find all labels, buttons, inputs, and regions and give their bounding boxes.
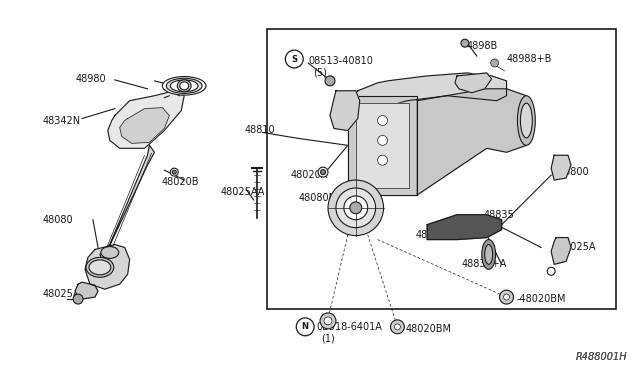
Text: 48020BM: 48020BM: [405, 324, 451, 334]
Polygon shape: [108, 91, 184, 148]
Polygon shape: [346, 73, 506, 119]
Polygon shape: [455, 73, 492, 93]
Circle shape: [500, 290, 513, 304]
Circle shape: [504, 294, 509, 300]
Polygon shape: [427, 215, 502, 240]
Text: 48934: 48934: [415, 230, 446, 240]
Text: R488001H: R488001H: [576, 352, 628, 362]
Text: 48980: 48980: [75, 74, 106, 84]
Text: 48020A: 48020A: [291, 170, 328, 180]
Text: 48342N: 48342N: [42, 116, 81, 125]
Circle shape: [318, 167, 328, 177]
Ellipse shape: [163, 77, 206, 95]
Circle shape: [172, 170, 176, 174]
Text: (5): (5): [313, 68, 327, 78]
Ellipse shape: [484, 244, 493, 264]
Ellipse shape: [89, 260, 111, 275]
Ellipse shape: [101, 247, 119, 259]
Text: 48020B: 48020B: [161, 177, 199, 187]
Circle shape: [390, 320, 404, 334]
Ellipse shape: [170, 80, 198, 92]
Polygon shape: [85, 244, 130, 289]
Polygon shape: [75, 282, 98, 299]
Text: 48988+B: 48988+B: [506, 54, 552, 64]
Ellipse shape: [482, 240, 495, 269]
Circle shape: [547, 267, 555, 275]
Text: 48835+A: 48835+A: [462, 259, 508, 269]
Circle shape: [296, 318, 314, 336]
Text: 08513-40810: 08513-40810: [308, 56, 373, 66]
Circle shape: [328, 180, 383, 235]
Circle shape: [285, 50, 303, 68]
Circle shape: [461, 39, 469, 47]
Circle shape: [491, 59, 499, 67]
Polygon shape: [551, 155, 571, 180]
Text: 48025AA: 48025AA: [221, 187, 265, 197]
Polygon shape: [417, 89, 526, 195]
Text: 48835: 48835: [484, 210, 515, 220]
Bar: [266, 29, 616, 309]
Circle shape: [320, 313, 336, 329]
Text: 48025A: 48025A: [42, 289, 80, 299]
Circle shape: [321, 170, 326, 174]
Ellipse shape: [86, 257, 114, 277]
Polygon shape: [330, 91, 360, 131]
Ellipse shape: [518, 96, 535, 145]
Circle shape: [325, 76, 335, 86]
Text: -48020BM: -48020BM: [516, 294, 566, 304]
Text: S: S: [291, 55, 298, 64]
Text: 48080: 48080: [42, 215, 73, 225]
Text: (1): (1): [321, 334, 335, 344]
Circle shape: [344, 196, 368, 220]
Circle shape: [170, 168, 178, 176]
Text: 4898B: 4898B: [467, 41, 498, 51]
Polygon shape: [356, 103, 410, 188]
Text: 48810: 48810: [244, 125, 275, 135]
Text: N: N: [301, 323, 308, 331]
Circle shape: [378, 155, 387, 165]
Text: 48025A: 48025A: [558, 243, 596, 253]
Circle shape: [378, 135, 387, 145]
Text: 48988+A: 48988+A: [338, 94, 383, 104]
Polygon shape: [348, 96, 417, 195]
Polygon shape: [120, 108, 170, 143]
Text: R488001H: R488001H: [576, 352, 628, 362]
Polygon shape: [100, 145, 154, 259]
Text: 48080N: 48080N: [298, 193, 336, 203]
Circle shape: [394, 324, 401, 330]
Circle shape: [336, 188, 376, 228]
Circle shape: [324, 317, 332, 325]
Ellipse shape: [180, 82, 189, 90]
Text: 0B918-6401A: 0B918-6401A: [316, 322, 382, 332]
Polygon shape: [551, 238, 571, 264]
Text: 48800: 48800: [558, 167, 589, 177]
Ellipse shape: [520, 103, 532, 138]
Ellipse shape: [177, 80, 191, 92]
Circle shape: [73, 294, 83, 304]
Ellipse shape: [166, 78, 202, 93]
Circle shape: [378, 116, 387, 125]
Circle shape: [350, 202, 362, 214]
